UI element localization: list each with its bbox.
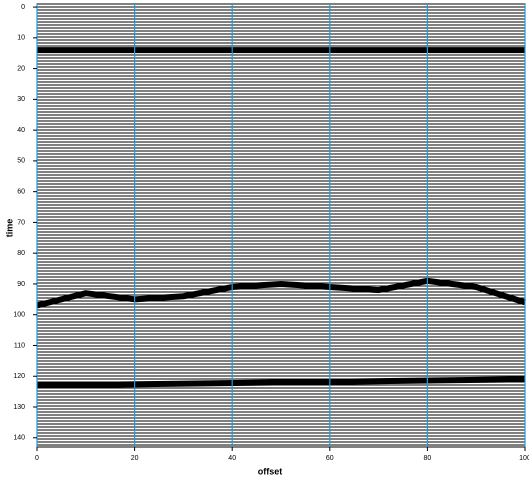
y-tick-label: 140: [13, 435, 25, 442]
y-tick-label: 30: [17, 96, 25, 103]
x-tick-label: 40: [228, 455, 236, 462]
y-tick-label: 120: [13, 373, 25, 380]
y-tick-label: 130: [13, 404, 25, 411]
y-tick-label: 60: [17, 189, 25, 196]
y-tick-label: 10: [17, 35, 25, 42]
y-tick-label: 100: [13, 312, 25, 319]
y-tick-label: 0: [21, 4, 25, 11]
x-tick-label: 0: [35, 455, 39, 462]
y-tick-label: 20: [17, 65, 25, 72]
y-tick-label: 80: [17, 250, 25, 257]
y-tick-label: 70: [17, 219, 25, 226]
x-tick-label: 60: [326, 455, 334, 462]
reflector: [36, 277, 526, 309]
x-tick-label: 100: [519, 455, 529, 462]
y-tick-label: 90: [17, 281, 25, 288]
y-tick-label: 110: [14, 342, 25, 349]
x-tick-label: 80: [424, 455, 432, 462]
y-axis-label: time: [4, 219, 14, 238]
reflector: [36, 376, 526, 389]
x-axis-label: offset: [258, 466, 283, 476]
y-tick-label: 50: [17, 158, 25, 165]
wiggle-texture: [37, 4, 525, 447]
y-tick-label: 40: [17, 127, 25, 134]
x-tick-label: 20: [131, 455, 139, 462]
